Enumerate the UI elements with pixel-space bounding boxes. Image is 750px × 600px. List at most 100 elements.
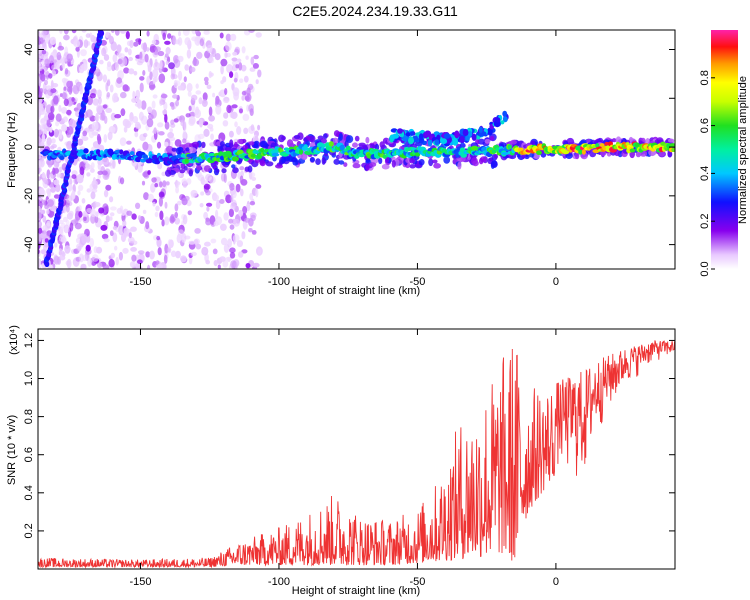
track-halo (259, 140, 268, 148)
colorbar-label: Normalized spectral amplitude (737, 76, 749, 224)
spectral-speckle (169, 128, 173, 133)
spectral-speckle (230, 260, 237, 269)
spectral-speckle (66, 212, 73, 220)
spectral-speckle (177, 37, 183, 46)
y-tick-label: 0.4 (23, 485, 35, 500)
main-track-point (470, 145, 479, 151)
spectral-speckle (237, 58, 242, 63)
spectral-speckle (102, 170, 108, 176)
spectral-speckle (176, 181, 180, 188)
spectral-speckle (255, 184, 262, 189)
spectral-speckle (195, 83, 199, 89)
spectral-speckle (86, 172, 91, 177)
spectral-speckle (51, 98, 55, 108)
spectral-speckle (133, 41, 139, 47)
spectral-speckle (50, 80, 54, 89)
spectral-speckle (46, 209, 50, 215)
colorbar-tick-label: 0.6 (699, 118, 711, 133)
spectral-speckle (161, 171, 167, 177)
spectral-speckle (63, 98, 69, 107)
track-halo (179, 169, 186, 174)
spectral-speckle (126, 210, 133, 216)
spectral-speckle (184, 37, 191, 46)
spectral-speckle (105, 82, 109, 92)
spectrogram-ylabel: Frequency (Hz) (6, 112, 18, 188)
spectral-speckle (241, 95, 245, 101)
spectral-speckle (44, 70, 50, 76)
spectral-speckle (38, 188, 46, 198)
spectral-speckle (42, 199, 47, 206)
spectral-speckle (217, 264, 221, 269)
spectral-speckle (247, 83, 254, 91)
main-track-point (145, 159, 153, 164)
spectral-speckle (44, 79, 48, 86)
y-tick-label: 1.0 (23, 371, 35, 386)
spectral-speckle (55, 183, 61, 193)
upper-branch-point (465, 135, 470, 142)
spectral-speckle (232, 51, 238, 56)
upper-branch-point (405, 132, 411, 137)
spectral-speckle (137, 250, 145, 255)
upper-branch-point (486, 127, 493, 136)
spectral-speckle (45, 90, 51, 99)
spectral-speckle (63, 30, 69, 35)
spectral-speckle (191, 94, 198, 101)
spectral-speckle (146, 30, 150, 37)
spectral-speckle (90, 168, 95, 173)
spectral-speckle (240, 179, 248, 186)
spectral-speckle (68, 85, 73, 95)
spectral-speckle (119, 137, 127, 147)
spectral-speckle (44, 58, 50, 67)
spectral-speckle (158, 197, 163, 207)
spectral-speckle (63, 34, 70, 41)
track-halo (391, 160, 396, 168)
spectral-speckle (51, 138, 56, 144)
upper-branch-point (440, 138, 448, 145)
spectral-speckle (102, 264, 110, 269)
spectral-speckle (248, 103, 254, 113)
spectral-speckle (51, 64, 57, 71)
spectral-speckle (60, 107, 68, 114)
spectral-speckle (110, 112, 116, 121)
track-halo (171, 147, 177, 152)
track-halo (188, 169, 193, 177)
track-halo (229, 139, 234, 148)
spectral-speckle (42, 215, 47, 223)
spectral-speckle (51, 70, 57, 77)
spectral-speckle (48, 55, 55, 64)
spectral-speckle (156, 141, 162, 149)
spectral-speckle (143, 42, 147, 53)
diagonal-track-point (97, 30, 103, 35)
spectral-speckle (120, 108, 126, 117)
track-halo (284, 155, 290, 162)
track-halo (203, 165, 211, 172)
spectral-speckle (53, 128, 60, 138)
spectral-speckle (109, 196, 114, 203)
spectral-speckle (164, 121, 170, 130)
track-halo (333, 158, 341, 165)
spectral-speckle (95, 112, 99, 123)
spectral-speckle (111, 30, 115, 33)
spectral-speckle (80, 263, 87, 269)
spectral-speckle (170, 250, 177, 258)
spectral-speckle (123, 126, 128, 133)
x-tick-label: -100 (268, 576, 290, 588)
track-halo (332, 137, 339, 144)
spectral-speckle (196, 51, 203, 60)
spectral-speckle (206, 44, 213, 54)
track-halo (369, 162, 377, 167)
track-halo (600, 150, 607, 157)
spectral-speckle (71, 97, 75, 102)
spectral-speckle (122, 219, 127, 228)
track-halo (381, 163, 390, 170)
spectral-speckle (204, 241, 211, 247)
spectral-speckle (184, 64, 189, 71)
spectral-speckle (45, 85, 52, 91)
spectral-speckle (69, 179, 73, 185)
x-tick-label: -150 (129, 576, 151, 588)
spectral-speckle (224, 51, 228, 59)
spectral-speckle (168, 62, 175, 70)
spectral-speckle (249, 201, 256, 206)
spectrogram-xlabel: Height of straight line (km) (292, 285, 420, 297)
spectral-speckle (134, 102, 141, 107)
